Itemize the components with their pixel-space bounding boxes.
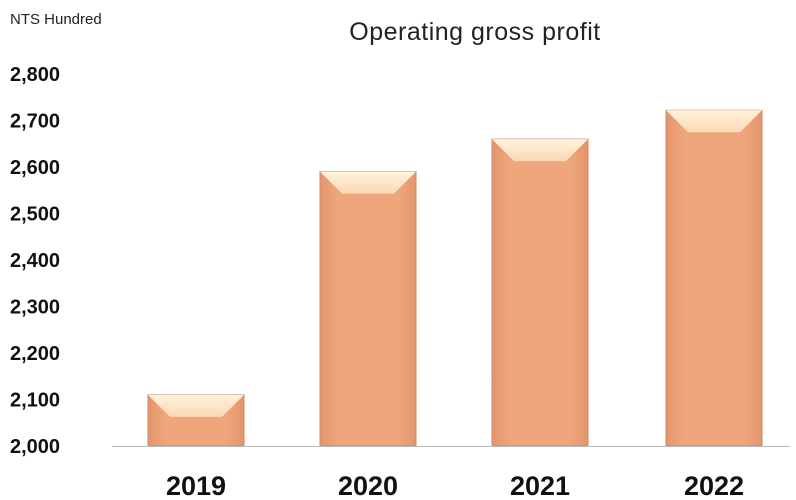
bar-body [665,109,763,447]
bar [147,394,245,447]
chart-title: Operating gross profit [349,18,600,46]
y-axis: 2,000 2,100 2,200 2,300 2,400 2,500 2,600 2,700… [10,64,60,458]
bar-body [319,171,417,447]
bar [665,109,763,447]
x-axis: 2019 2020 2021 2022 [166,471,744,500]
unit-label: NTS Hundred [10,11,102,28]
bar-bevel [320,171,416,194]
y-tick-label: 2,000 [10,436,60,458]
bar-series [147,109,763,447]
bar [319,171,417,447]
bar-bevel [492,139,588,162]
y-tick-label: 2,200 [10,343,60,365]
y-tick-label: 2,600 [10,157,60,179]
x-tick-label: 2020 [338,471,398,500]
bar-body [491,138,589,447]
bar [491,138,589,447]
y-tick-label: 2,400 [10,250,60,272]
y-tick-label: 2,300 [10,297,60,319]
y-tick-label: 2,500 [10,204,60,226]
x-tick-label: 2019 [166,471,226,500]
bar-bevel [666,110,762,133]
y-tick-label: 2,800 [10,64,60,86]
y-tick-label: 2,700 [10,111,60,133]
x-tick-label: 2022 [684,471,744,500]
bar-bevel [148,394,244,417]
y-tick-label: 2,100 [10,390,60,412]
x-tick-label: 2021 [510,471,570,500]
